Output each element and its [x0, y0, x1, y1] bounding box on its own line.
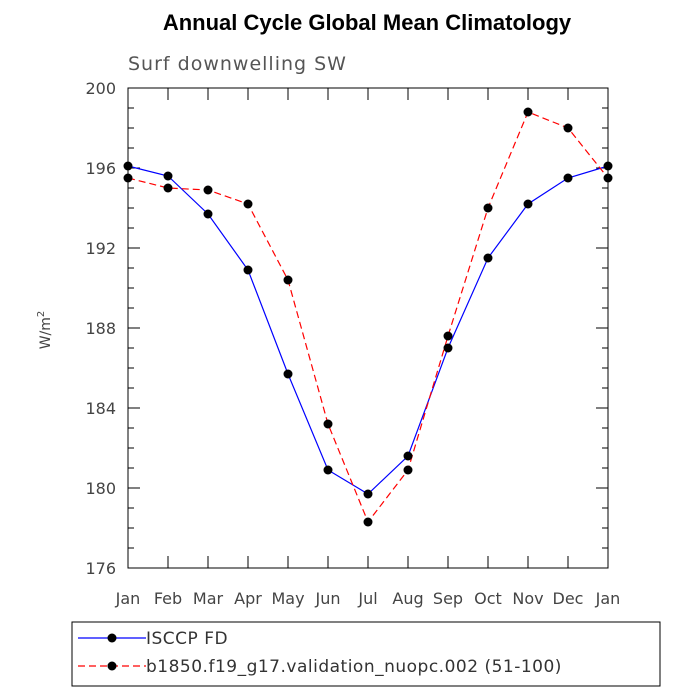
y-axis-tick-labels: 176 180 184 188 192 196 200	[85, 79, 116, 578]
y-tick-label: 196	[85, 159, 116, 178]
series-1-point	[123, 161, 133, 171]
series-2-point	[123, 173, 133, 183]
series-2-point	[523, 107, 533, 117]
x-tick-label: Sep	[433, 589, 463, 608]
series-2-point	[283, 275, 293, 285]
y-tick-label: 176	[85, 559, 116, 578]
series-1-point	[443, 343, 453, 353]
series-1-point	[363, 489, 373, 499]
series-1-point	[283, 369, 293, 379]
y-axis-label-exponent: 2	[36, 311, 47, 317]
legend-label-2: b1850.f19_g17.validation_nuopc.002 (51-1…	[146, 657, 562, 677]
series-2-point	[363, 517, 373, 527]
series-line-1	[127, 165, 609, 495]
y-tick-label: 192	[85, 239, 116, 258]
x-tick-label: Nov	[512, 589, 543, 608]
series-1-point	[563, 173, 573, 183]
y-tick-label: 188	[85, 319, 116, 338]
y-axis-label: W/m2	[36, 311, 54, 350]
y-tick-label: 180	[85, 479, 116, 498]
series-1-point	[403, 451, 413, 461]
x-tick-label: Mar	[193, 589, 224, 608]
y-tick-label: 200	[85, 79, 116, 98]
y-tick-label: 184	[85, 399, 116, 418]
x-axis-tick-labels: Jan Feb Mar Apr May Jun Jul Aug Sep Oct Nov Dec Jan	[115, 589, 621, 608]
series-1-point	[203, 209, 213, 219]
x-tick-label: Jan	[595, 589, 621, 608]
legend-marker-1	[107, 633, 117, 643]
series-2-point	[163, 183, 173, 193]
series-2-point	[243, 199, 253, 209]
x-tick-label: Jun	[315, 589, 341, 608]
series-line-2	[127, 111, 609, 524]
series-1-point	[483, 253, 493, 263]
legend-marker-2	[107, 661, 117, 671]
x-tick-label: Jan	[115, 589, 141, 608]
series-2-point	[443, 331, 453, 341]
series-2-point	[603, 173, 613, 183]
series-2-point	[563, 123, 573, 133]
legend-label-1: ISCCP FD	[146, 629, 228, 649]
x-tick-label: Feb	[154, 589, 182, 608]
series-1-point	[523, 199, 533, 209]
series-1-point	[603, 161, 613, 171]
chart-title: Annual Cycle Global Mean Climatology	[163, 10, 572, 35]
series-1-point	[243, 265, 253, 275]
series-1-point	[163, 171, 173, 181]
series-2-point	[323, 419, 333, 429]
x-tick-label: Jul	[357, 589, 377, 608]
series-1-point	[323, 465, 333, 475]
x-tick-label: Dec	[553, 589, 584, 608]
x-tick-label: Apr	[234, 589, 262, 608]
x-tick-label: Aug	[392, 589, 423, 608]
legend: ISCCP FD b1850.f19_g17.validation_nuopc.0…	[78, 629, 562, 677]
x-tick-label: May	[271, 589, 304, 608]
axis-ticks	[127, 87, 609, 569]
series-2-point	[403, 465, 413, 475]
y-axis-label-unit: W/m	[38, 317, 54, 349]
series-2-point	[483, 203, 493, 213]
chart-subtitle: Surf downwelling SW	[128, 53, 347, 75]
series-layer	[123, 107, 613, 527]
series-2-point	[203, 185, 213, 195]
legend-box	[71, 621, 661, 687]
x-tick-label: Oct	[474, 589, 502, 608]
